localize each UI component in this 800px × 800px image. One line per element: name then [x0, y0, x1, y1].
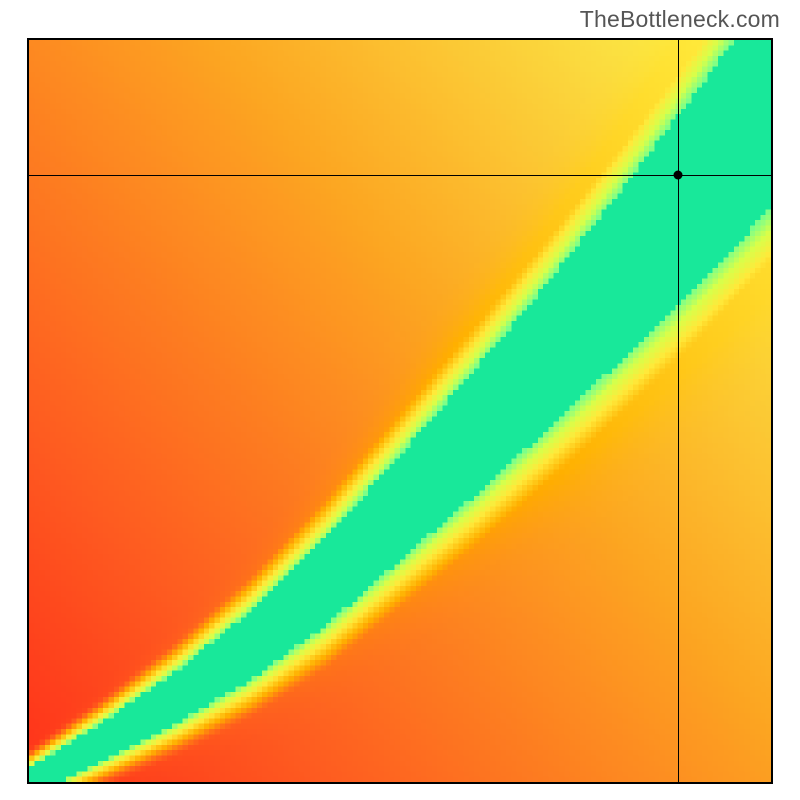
crosshair-vertical [678, 40, 679, 782]
crosshair-horizontal [29, 175, 771, 176]
crosshair-marker [674, 171, 683, 180]
bottleneck-heatmap [29, 40, 771, 782]
watermark-text: TheBottleneck.com [580, 6, 780, 33]
plot-frame [27, 38, 773, 784]
figure-container: TheBottleneck.com [0, 0, 800, 800]
